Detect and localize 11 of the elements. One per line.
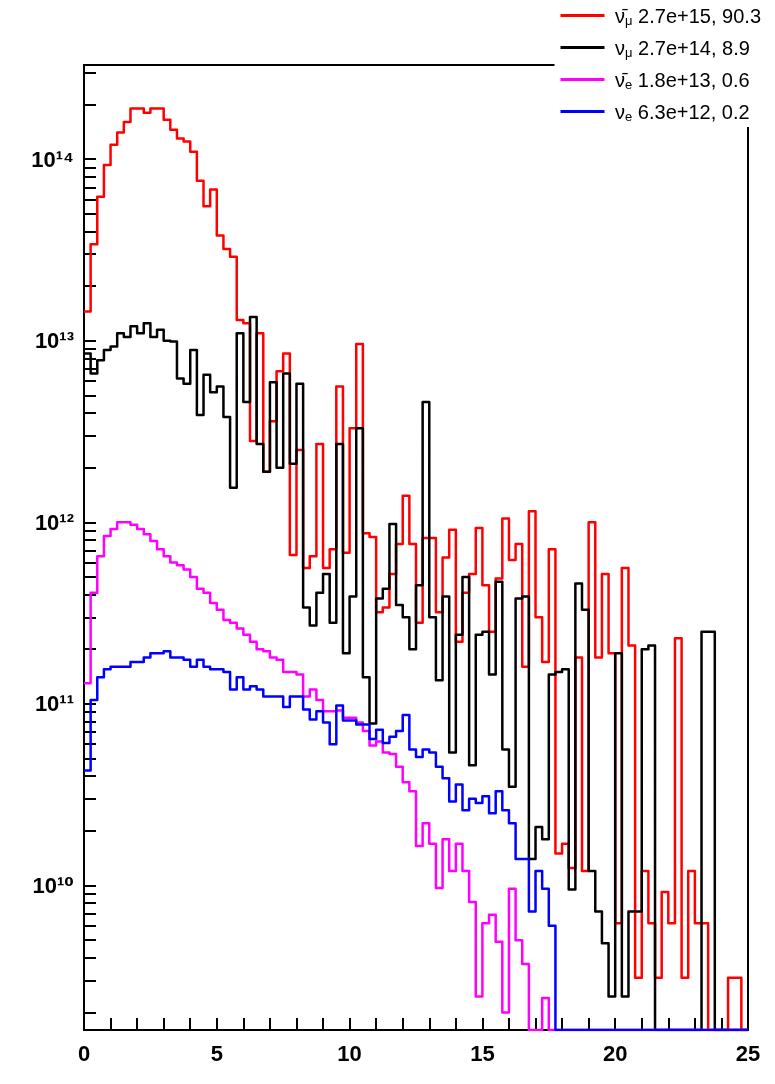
y-tick-label: 10¹¹ bbox=[34, 691, 74, 717]
y-tick-label: 10¹⁴ bbox=[31, 146, 74, 172]
x-tick-label: 10 bbox=[337, 1040, 362, 1066]
x-tick-label: 20 bbox=[602, 1040, 628, 1066]
x-tick-label: 25 bbox=[735, 1040, 761, 1066]
y-tick-label: 10¹⁰ bbox=[32, 872, 74, 898]
x-tick-label: 5 bbox=[210, 1040, 223, 1066]
x-tick-label: 15 bbox=[470, 1040, 495, 1066]
y-tick-label: 10¹³ bbox=[34, 328, 74, 354]
y-tick-label: 10¹² bbox=[34, 509, 74, 535]
x-tick-label: 0 bbox=[77, 1040, 91, 1066]
